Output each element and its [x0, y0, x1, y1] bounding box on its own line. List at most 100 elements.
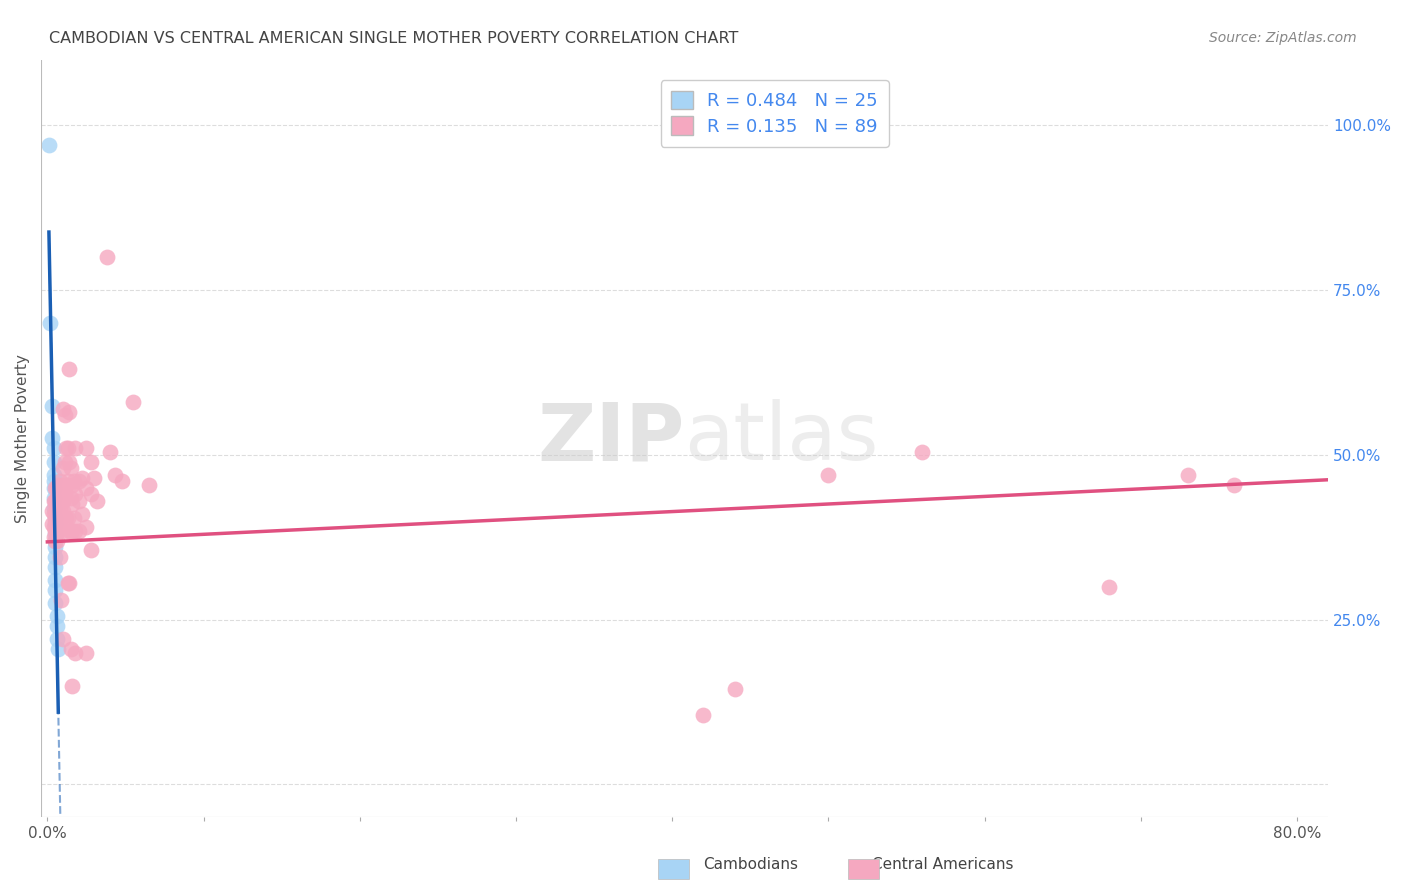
Point: [44, 510, 66, 524]
Point: [45, 533, 67, 548]
Point: [52, 461, 75, 475]
Point: [138, 477, 160, 491]
Point: [44, 560, 66, 574]
Point: [1098, 580, 1121, 594]
Point: [55, 442, 77, 456]
Point: [42, 491, 65, 505]
Legend: R = 0.484   N = 25, R = 0.135   N = 89: R = 0.484 N = 25, R = 0.135 N = 89: [661, 80, 889, 146]
Point: [42, 520, 65, 534]
Text: Cambodians: Cambodians: [703, 857, 799, 872]
Point: [75, 520, 97, 534]
Point: [46, 477, 69, 491]
Point: [65, 646, 87, 660]
Point: [52, 401, 75, 416]
Point: [46, 642, 69, 657]
Point: [41, 432, 63, 446]
Point: [60, 477, 83, 491]
Text: ZIP: ZIP: [537, 400, 685, 477]
Point: [723, 681, 745, 696]
Point: [63, 510, 86, 524]
Point: [103, 467, 125, 482]
Point: [59, 642, 82, 657]
Point: [67, 494, 90, 508]
Point: [58, 362, 80, 376]
Point: [98, 444, 121, 458]
Point: [52, 494, 75, 508]
Point: [49, 514, 72, 528]
Point: [44, 596, 66, 610]
Point: [59, 461, 82, 475]
Point: [53, 487, 76, 501]
Point: [53, 524, 76, 538]
Point: [49, 500, 72, 515]
Point: [60, 497, 83, 511]
Point: [38, 138, 60, 153]
Point: [80, 487, 103, 501]
Text: Central Americans: Central Americans: [872, 857, 1014, 872]
Point: [58, 405, 80, 419]
Point: [70, 471, 93, 485]
Point: [58, 454, 80, 468]
Point: [75, 646, 97, 660]
Point: [44, 573, 66, 587]
Point: [45, 632, 67, 647]
Point: [53, 454, 76, 468]
Point: [51, 592, 73, 607]
Point: [60, 524, 83, 538]
Point: [45, 481, 67, 495]
Point: [56, 442, 79, 456]
Point: [65, 487, 87, 501]
Point: [67, 524, 90, 538]
Point: [83, 471, 105, 485]
Point: [49, 487, 72, 501]
Point: [1177, 467, 1199, 482]
Point: [55, 477, 77, 491]
Point: [44, 504, 66, 518]
Point: [80, 454, 103, 468]
Point: [44, 527, 66, 541]
Point: [59, 524, 82, 538]
Text: Source: ZipAtlas.com: Source: ZipAtlas.com: [1209, 31, 1357, 45]
Point: [42, 507, 65, 521]
Point: [58, 576, 80, 591]
Point: [46, 500, 69, 515]
Point: [42, 494, 65, 508]
Point: [52, 504, 75, 518]
Point: [911, 444, 934, 458]
Point: [45, 619, 67, 633]
Point: [75, 481, 97, 495]
Point: [111, 475, 134, 489]
Point: [1223, 477, 1246, 491]
Point: [49, 549, 72, 564]
Point: [44, 517, 66, 532]
Point: [41, 399, 63, 413]
Point: [692, 708, 714, 723]
Point: [122, 395, 145, 409]
Point: [42, 500, 65, 515]
Point: [44, 582, 66, 597]
Point: [49, 475, 72, 489]
Point: [70, 507, 93, 521]
Point: [41, 504, 63, 518]
Point: [46, 514, 69, 528]
Point: [42, 530, 65, 544]
Point: [44, 514, 66, 528]
Y-axis label: Single Mother Poverty: Single Mother Poverty: [15, 354, 30, 523]
Point: [817, 467, 839, 482]
Point: [58, 524, 80, 538]
Point: [42, 467, 65, 482]
Point: [56, 475, 79, 489]
Point: [44, 549, 66, 564]
Point: [96, 250, 118, 264]
Point: [67, 475, 90, 489]
Point: [39, 316, 62, 330]
Point: [53, 409, 76, 423]
Point: [45, 609, 67, 624]
Point: [52, 477, 75, 491]
Point: [56, 510, 79, 524]
Point: [42, 454, 65, 468]
Point: [63, 475, 86, 489]
Point: [44, 540, 66, 554]
Point: [45, 524, 67, 538]
Point: [52, 632, 75, 647]
